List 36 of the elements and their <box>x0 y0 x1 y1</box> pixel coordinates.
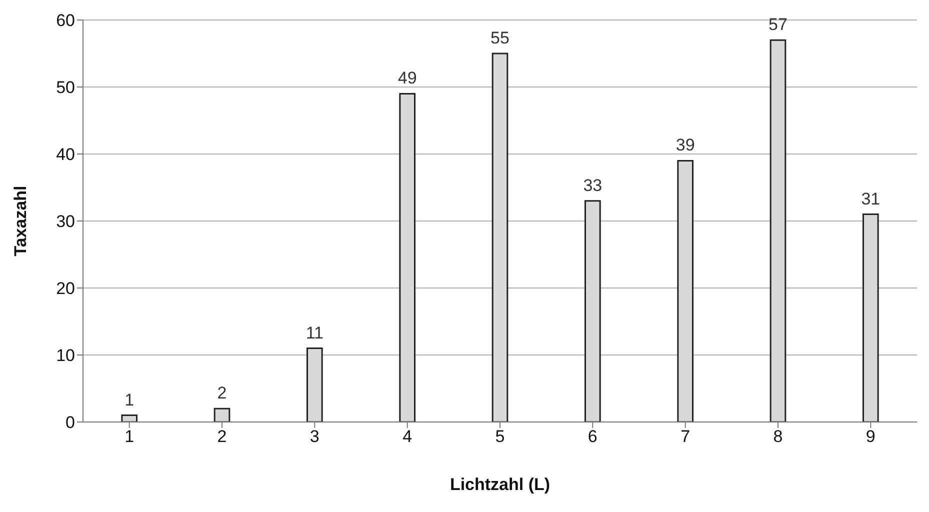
y-axis-title: Taxazahl <box>11 186 30 256</box>
x-tick-label: 2 <box>217 427 227 446</box>
y-tick-label: 40 <box>56 145 75 164</box>
bar <box>862 214 879 422</box>
x-tick-label: 7 <box>680 427 690 446</box>
x-tick-label: 4 <box>402 427 412 446</box>
y-tick-label: 60 <box>56 11 75 30</box>
bar <box>306 348 323 422</box>
bar <box>121 414 138 422</box>
y-tick-label: 10 <box>56 346 75 366</box>
bar <box>677 160 694 422</box>
x-axis-title: Lichtzahl (L) <box>450 475 550 494</box>
data-label: 31 <box>861 189 880 208</box>
data-label: 2 <box>217 384 227 403</box>
x-tick-label: 9 <box>866 427 876 446</box>
bar <box>399 92 416 422</box>
x-tick-label: 3 <box>310 427 320 446</box>
x-tick-label: 1 <box>124 427 134 446</box>
data-label: 11 <box>306 323 324 342</box>
data-label: 1 <box>124 390 134 410</box>
x-tick-label: 6 <box>588 427 598 446</box>
x-tick-label: 5 <box>495 427 505 446</box>
data-label: 57 <box>768 15 788 34</box>
y-tick-label: 30 <box>56 212 75 232</box>
bar <box>214 408 230 422</box>
data-label: 39 <box>676 136 695 155</box>
data-label: 49 <box>398 68 417 88</box>
y-tick-label: 50 <box>56 78 75 98</box>
data-label: 33 <box>583 176 602 195</box>
x-tick-label: 8 <box>773 427 783 446</box>
data-label: 55 <box>490 28 510 48</box>
y-tick-label: 20 <box>56 279 75 298</box>
bar <box>584 200 601 422</box>
bar <box>770 39 786 422</box>
bar <box>492 52 508 422</box>
y-tick-label: 0 <box>66 413 75 432</box>
